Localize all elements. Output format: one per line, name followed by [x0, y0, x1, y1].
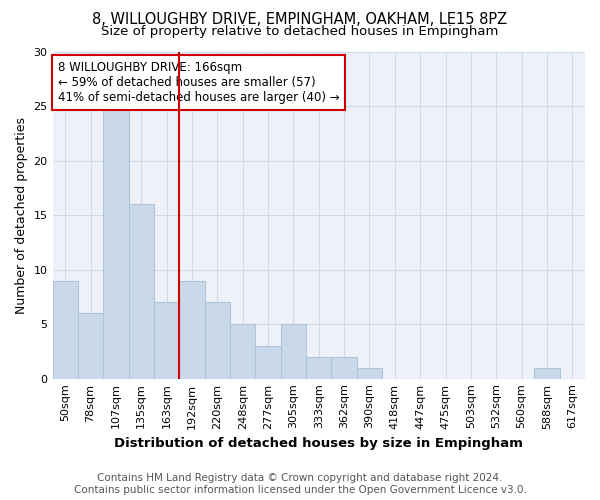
Text: 8, WILLOUGHBY DRIVE, EMPINGHAM, OAKHAM, LE15 8PZ: 8, WILLOUGHBY DRIVE, EMPINGHAM, OAKHAM, … [92, 12, 508, 28]
Bar [306, 357, 331, 378]
Bar [103, 106, 128, 378]
Bar [281, 324, 306, 378]
Bar [205, 302, 230, 378]
Bar [154, 302, 179, 378]
Bar [78, 313, 103, 378]
Bar [53, 280, 78, 378]
X-axis label: Distribution of detached houses by size in Empingham: Distribution of detached houses by size … [115, 437, 523, 450]
Bar [534, 368, 560, 378]
Bar [256, 346, 281, 378]
Y-axis label: Number of detached properties: Number of detached properties [15, 116, 28, 314]
Bar [128, 204, 154, 378]
Text: Size of property relative to detached houses in Empingham: Size of property relative to detached ho… [101, 25, 499, 38]
Bar [357, 368, 382, 378]
Bar [331, 357, 357, 378]
Bar [179, 280, 205, 378]
Text: 8 WILLOUGHBY DRIVE: 166sqm
← 59% of detached houses are smaller (57)
41% of semi: 8 WILLOUGHBY DRIVE: 166sqm ← 59% of deta… [58, 62, 340, 104]
Bar [230, 324, 256, 378]
Text: Contains HM Land Registry data © Crown copyright and database right 2024.
Contai: Contains HM Land Registry data © Crown c… [74, 474, 526, 495]
